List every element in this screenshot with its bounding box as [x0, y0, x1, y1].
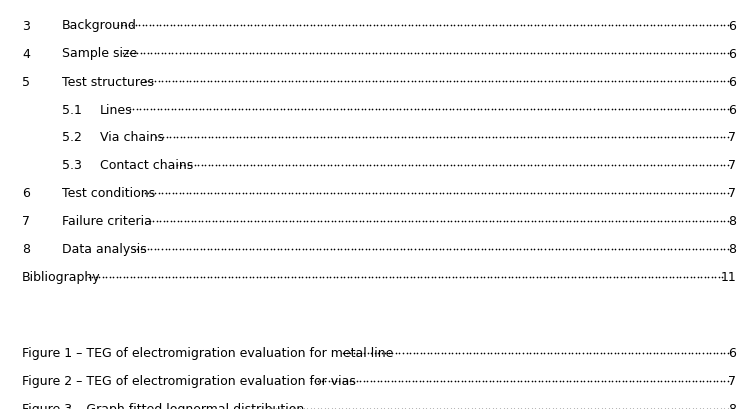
Text: 7: 7 [728, 187, 736, 200]
Text: Failure criteria: Failure criteria [62, 215, 152, 228]
Text: 8: 8 [728, 402, 736, 409]
Text: Background: Background [62, 20, 137, 32]
Text: Bibliography: Bibliography [22, 271, 101, 284]
Text: Via chains: Via chains [100, 131, 164, 144]
Text: 8: 8 [728, 215, 736, 228]
Text: Figure 1 – TEG of electromigration evaluation for metal line: Figure 1 – TEG of electromigration evalu… [22, 347, 393, 360]
Text: Figure 2 – TEG of electromigration evaluation for vias: Figure 2 – TEG of electromigration evalu… [22, 375, 356, 388]
Text: 7: 7 [22, 215, 30, 228]
Text: 5: 5 [22, 75, 30, 88]
Text: 7: 7 [728, 375, 736, 388]
Text: 6: 6 [22, 187, 30, 200]
Text: 5.2: 5.2 [62, 131, 82, 144]
Text: Data analysis: Data analysis [62, 243, 147, 256]
Text: 6: 6 [728, 20, 736, 32]
Text: Contact chains: Contact chains [100, 159, 194, 172]
Text: 4: 4 [22, 47, 30, 61]
Text: Lines: Lines [100, 103, 132, 116]
Text: Sample size: Sample size [62, 47, 138, 61]
Text: 6: 6 [728, 75, 736, 88]
Text: 7: 7 [728, 131, 736, 144]
Text: 11: 11 [720, 271, 736, 284]
Text: 5.3: 5.3 [62, 159, 82, 172]
Text: 8: 8 [728, 243, 736, 256]
Text: 7: 7 [728, 159, 736, 172]
Text: 3: 3 [22, 20, 30, 32]
Text: 5.1: 5.1 [62, 103, 82, 116]
Text: 6: 6 [728, 47, 736, 61]
Text: 6: 6 [728, 103, 736, 116]
Text: Test conditions: Test conditions [62, 187, 155, 200]
Text: Test structures: Test structures [62, 75, 154, 88]
Text: 6: 6 [728, 347, 736, 360]
Text: 8: 8 [22, 243, 30, 256]
Text: Figure 3 – Graph fitted lognormal distribution: Figure 3 – Graph fitted lognormal distri… [22, 402, 304, 409]
